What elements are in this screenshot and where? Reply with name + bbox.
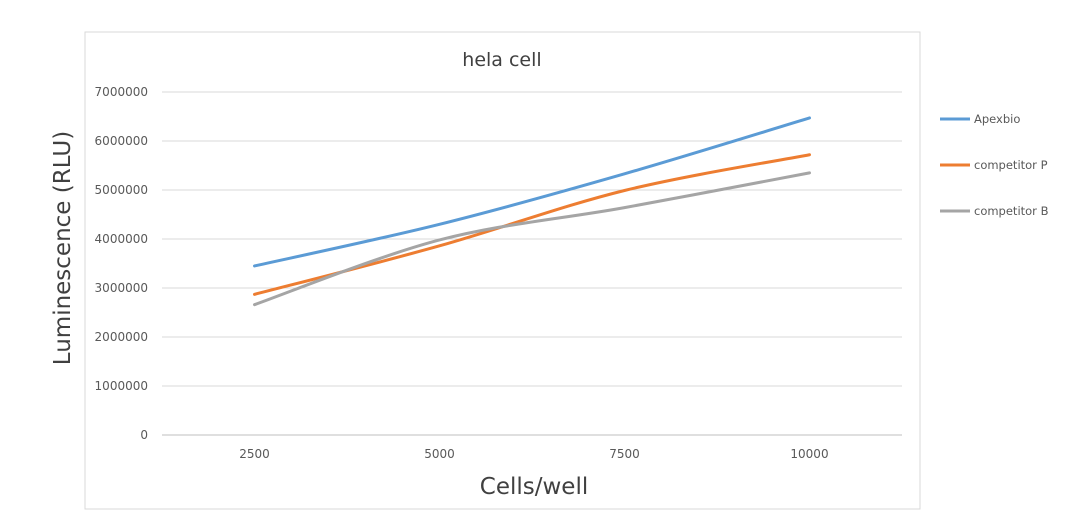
- y-axis-ticks: 0 1000000 2000000 3000000 4000000 5000000 6000…: [95, 85, 148, 442]
- y-tick-label: 2000000: [95, 330, 148, 344]
- x-axis-label: Cells/well: [480, 474, 588, 500]
- legend-label: competitor B: [974, 204, 1049, 218]
- y-tick-label: 1000000: [95, 379, 148, 393]
- legend-label: Apexbio: [974, 112, 1020, 126]
- x-tick-label: 5000: [424, 447, 455, 461]
- x-axis-ticks: 2500 5000 7500 10000: [239, 447, 828, 461]
- chart-frame: [84, 31, 921, 510]
- y-tick-label: 4000000: [95, 232, 148, 246]
- series-line-1: [253, 116, 811, 268]
- series-lines: [253, 116, 811, 307]
- chart-title: hela cell: [462, 49, 541, 71]
- y-tick-label: 0: [140, 428, 148, 442]
- legend: Apexbio competitor P competitor B: [940, 112, 1049, 218]
- y-tick-label: 3000000: [95, 281, 148, 295]
- x-tick-label: 10000: [790, 447, 828, 461]
- x-tick-label: 2500: [239, 447, 270, 461]
- gridlines: [162, 91, 902, 436]
- legend-label: competitor P: [974, 158, 1048, 172]
- x-tick-label: 7500: [609, 447, 640, 461]
- series-line-3: [253, 171, 811, 307]
- y-axis-label: Luminescence (RLU): [50, 131, 76, 365]
- y-tick-label: 5000000: [95, 183, 148, 197]
- y-tick-label: 7000000: [95, 85, 148, 99]
- y-tick-label: 6000000: [95, 134, 148, 148]
